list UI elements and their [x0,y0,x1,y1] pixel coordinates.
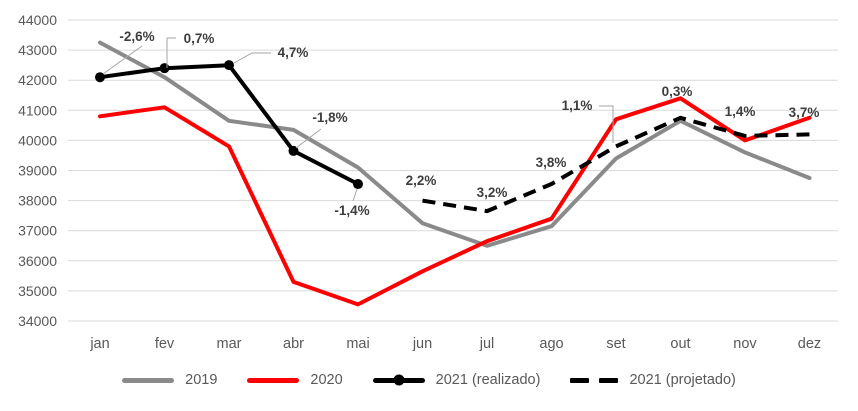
data-label-jun: 2,2% [406,173,437,188]
x-axis-label-jan: jan [89,336,109,352]
x-axis-label-jul: jul [479,336,495,352]
x-axis-label-abr: abr [283,336,304,352]
x-axis-label-set: set [606,336,625,352]
series-marker-fev [159,63,170,74]
data-label-mai: -1,4% [334,203,369,218]
label-leader-line [352,188,358,202]
data-label-nov: 1,4% [725,104,756,119]
series-marker-mar [224,60,234,71]
x-axis-label-mar: mar [217,336,242,352]
y-axis-tick-label: 37000 [18,223,57,239]
legend-label-2020: 2020 [310,372,343,388]
x-axis-label-ago: ago [539,336,563,352]
series-line-2020 [98,96,812,307]
label-leader-line [599,105,614,143]
series-marker-abr [288,145,299,156]
legend-label-2019: 2019 [185,372,218,388]
x-axis-label-fev: fev [155,336,175,352]
y-axis-tick-label: 41000 [18,102,57,118]
label-leader-line [166,37,176,68]
data-label-out: 0,3% [662,84,693,99]
legend-line-sample-2020 [247,377,300,383]
y-axis-tick-label: 40000 [18,132,57,148]
data-label-set: 1,1% [562,98,593,113]
label-leader-line [233,52,271,64]
y-axis-tick-label: 42000 [18,72,57,88]
legend-item-2021-projetado: 2021 (projetado) [570,372,736,388]
y-axis-tick-label: 43000 [18,42,57,58]
legend-label-2021-projetado: 2021 (projetado) [629,372,736,388]
data-label-mar: 4,7% [278,45,309,60]
legend-label-2021-realizado: 2021 (realizado) [435,372,541,388]
x-axis-label-jun: jun [412,336,432,352]
data-label-fev: 0,7% [184,31,215,46]
plot-area: 34000 35000 36000 37000 38000 39000 40000 41000… [18,12,838,352]
x-axis-label-out: out [670,336,690,352]
data-label-jan: -2,6% [119,29,154,44]
data-label-abr: -1,8% [312,110,347,125]
legend-line-sample-2021-projetado [570,377,619,383]
y-axis-tick-label: 34000 [18,313,57,329]
label-leader-line [102,45,143,75]
legend-item-2020: 2020 [247,372,343,388]
legend-item-2019: 2019 [122,372,217,388]
series-line-2019 [98,40,812,248]
legend-line-sample-2021-realizado [372,374,425,386]
x-axis-label-mai: mai [346,336,369,352]
data-label-dez: 3,7% [789,105,820,120]
y-axis-tick-label: 38000 [18,193,57,209]
label-leader-line [295,128,322,149]
legend-line-sample-2019 [122,377,175,383]
series-line-2021-projetado- [422,115,810,214]
y-axis-tick-label: 44000 [18,12,57,28]
data-label-jul: 3,2% [477,185,508,200]
legend-item-2021-realizado: 2021 (realizado) [372,372,541,388]
y-axis-tick-label: 35000 [18,283,57,299]
x-axis-label-nov: nov [733,336,757,352]
data-label-ago: 3,8% [536,155,567,170]
x-axis-label-dez: dez [798,336,821,352]
chart-legend: 2019 2020 2021 (realizado) 2021 (projeta… [0,372,858,388]
y-axis-tick-label: 39000 [18,163,57,179]
legend-marker-dot [393,374,405,386]
y-axis-tick-label: 36000 [18,253,57,269]
series-marker-mai [353,179,363,190]
series-marker-jan [95,72,105,83]
